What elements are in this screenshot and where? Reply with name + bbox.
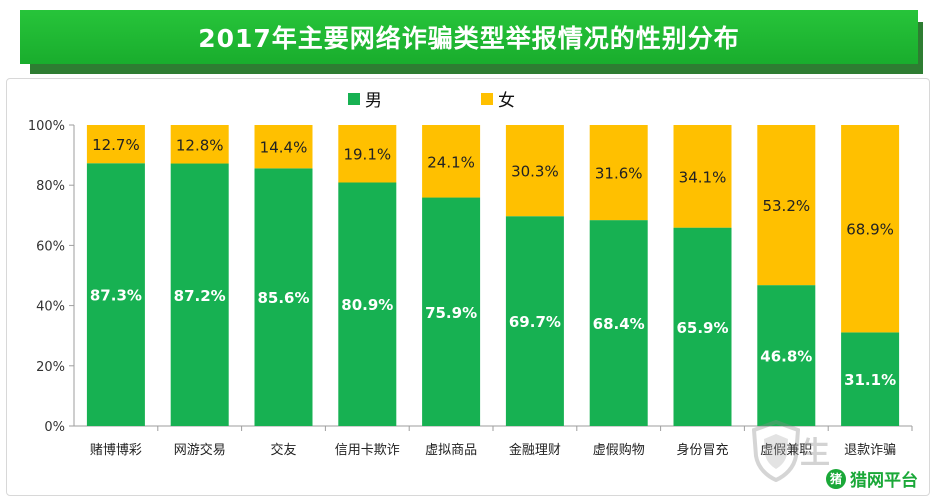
legend-label: 女: [498, 91, 515, 111]
data-label-male: 65.9%: [676, 319, 728, 337]
category-label: 退款诈骗: [844, 443, 896, 458]
category-label: 交友: [270, 442, 296, 458]
watermark-text: 生: [800, 436, 832, 471]
bar-male: [505, 216, 564, 426]
y-tick-label: 100%: [28, 119, 65, 134]
bar-male: [841, 332, 900, 426]
bar-female: [589, 125, 648, 221]
data-label-male: 87.2%: [174, 287, 226, 305]
data-label-male: 80.9%: [341, 296, 393, 314]
bar-female: [841, 125, 900, 333]
bar-male: [338, 182, 397, 426]
chart-frame: [6, 78, 930, 496]
logo-mark-icon: 猪: [826, 468, 846, 489]
legend-swatch: [348, 93, 360, 105]
bar-male: [589, 220, 648, 426]
bar-male: [422, 197, 481, 426]
legend-swatch: [481, 93, 493, 105]
bar-female: [170, 125, 229, 164]
data-label-female: 34.1%: [679, 168, 727, 186]
bar-female: [422, 125, 481, 198]
shield-watermark-icon: [752, 420, 800, 482]
logo-text: 猎网平台: [850, 471, 918, 491]
platform-logo: 猪 猎网平台: [826, 466, 918, 491]
category-label: 虚拟商品: [425, 443, 477, 458]
y-tick-label: 60%: [36, 239, 65, 254]
data-label-female: 30.3%: [511, 163, 559, 181]
data-label-male: 69.7%: [509, 313, 561, 331]
bar-male: [86, 163, 145, 427]
bar-female: [757, 125, 816, 286]
bar-male: [254, 168, 313, 426]
data-label-female: 24.1%: [427, 153, 475, 171]
data-label-female: 14.4%: [260, 139, 308, 157]
data-label-female: 19.1%: [343, 146, 391, 164]
bar-female: [505, 125, 564, 217]
data-label-male: 87.3%: [90, 287, 142, 305]
bar-female: [338, 125, 397, 183]
category-label: 虚假兼职: [760, 443, 812, 458]
chart-title: 2017年主要网络诈骗类型举报情况的性别分布: [20, 10, 918, 64]
y-tick-label: 0%: [44, 420, 65, 435]
data-label-male: 31.1%: [844, 371, 896, 389]
category-label: 身份冒充: [676, 442, 728, 458]
bar-female: [673, 125, 732, 228]
data-label-female: 12.7%: [92, 136, 140, 154]
data-label-female: 68.9%: [846, 221, 894, 239]
data-label-male: 46.8%: [760, 348, 812, 366]
y-tick-label: 40%: [36, 300, 65, 315]
legend-label: 男: [365, 91, 382, 111]
category-label: 金融理财: [509, 442, 561, 458]
category-label: 信用卡欺诈: [335, 443, 400, 458]
bar-male: [673, 227, 732, 426]
data-label-female: 31.6%: [595, 165, 643, 183]
data-label-female: 12.8%: [176, 136, 224, 154]
category-label: 网游交易: [174, 442, 226, 458]
data-label-male: 75.9%: [425, 304, 477, 322]
bar-male: [757, 285, 816, 426]
bar-female: [254, 125, 313, 169]
y-tick-label: 20%: [36, 360, 65, 375]
y-tick-label: 80%: [36, 179, 65, 194]
bar-male: [170, 163, 229, 426]
data-label-male: 68.4%: [593, 315, 645, 333]
data-label-female: 53.2%: [762, 197, 810, 215]
category-label: 赌博博彩: [90, 443, 142, 458]
bar-female: [86, 125, 145, 164]
data-label-male: 85.6%: [257, 289, 309, 307]
category-label: 虚假购物: [593, 442, 645, 458]
